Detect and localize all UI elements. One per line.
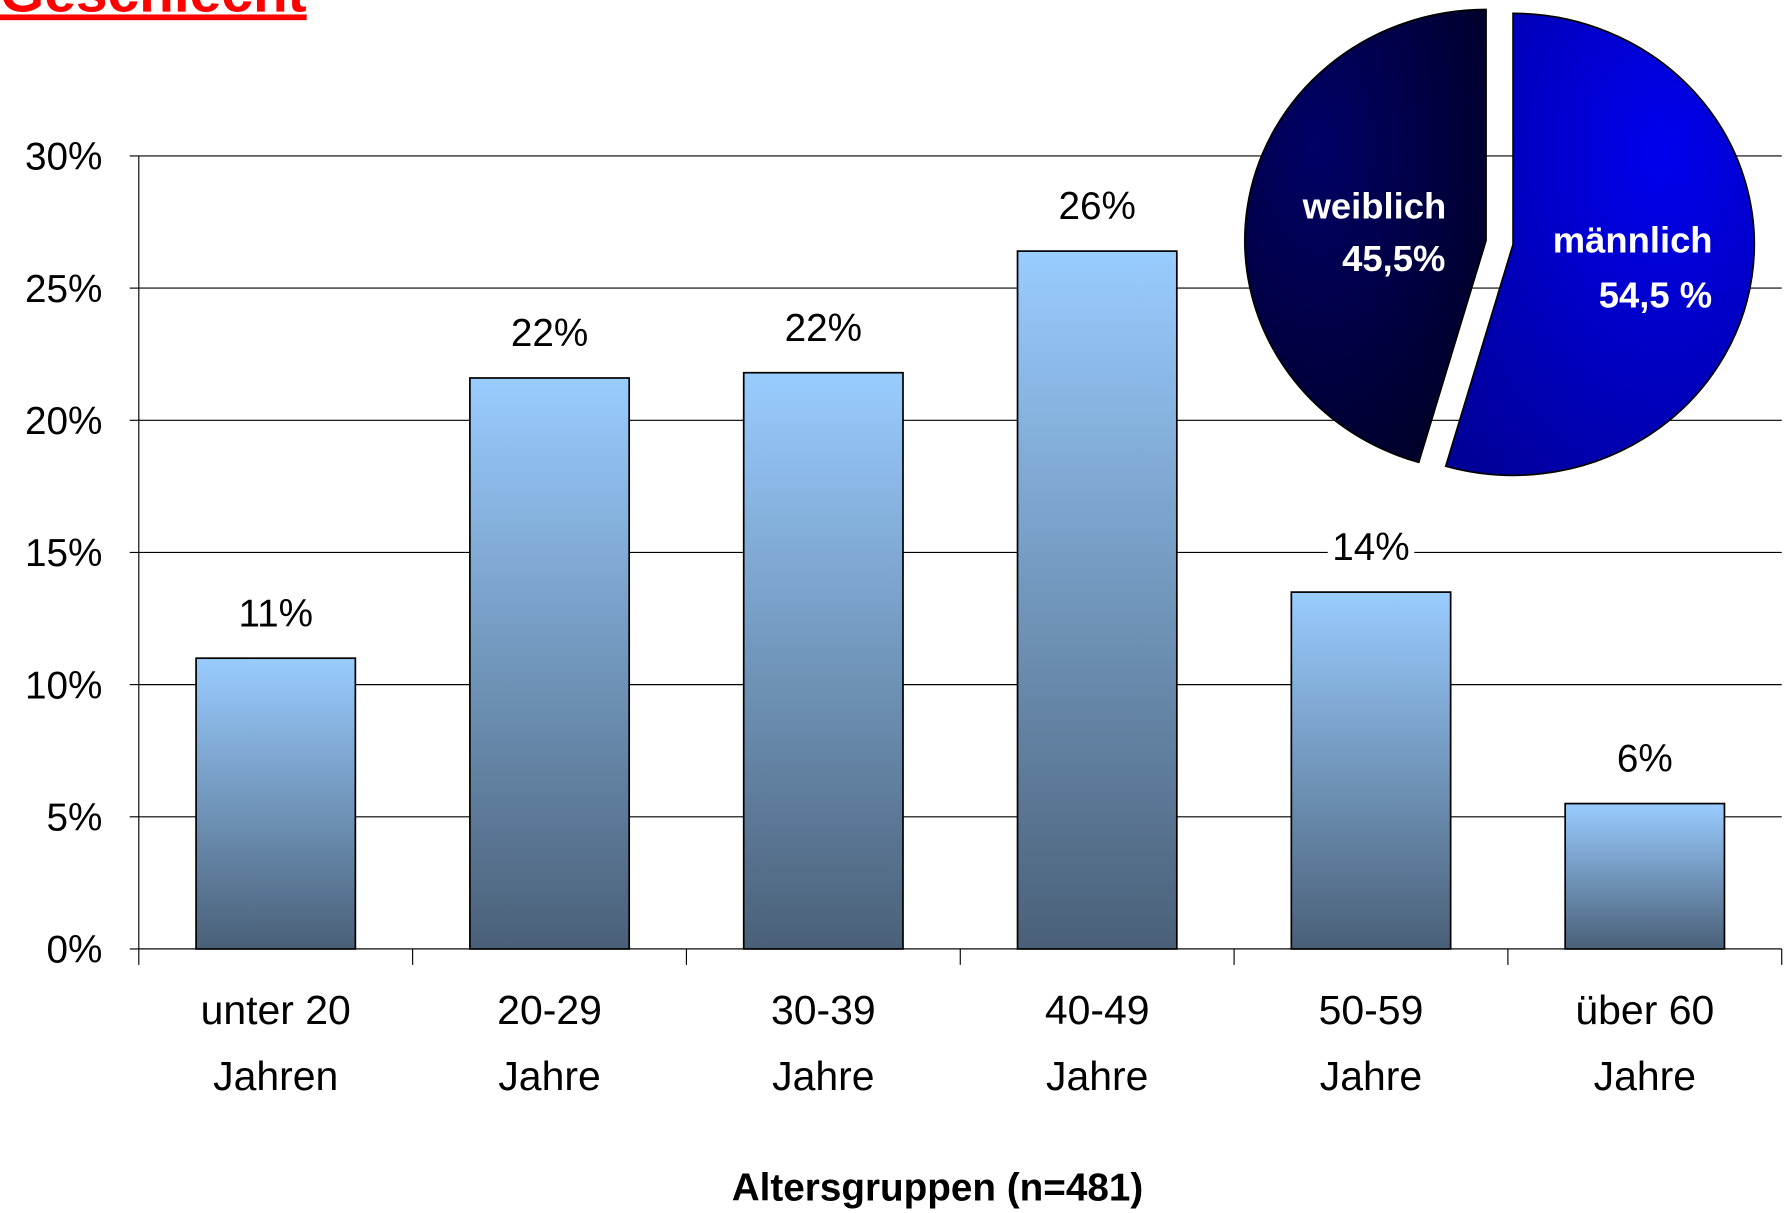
pie-value-label: 45,5% xyxy=(1342,238,1445,279)
y-tick-label: 5% xyxy=(46,796,102,839)
y-tick-label: 25% xyxy=(25,268,102,311)
page-title: Geschlecht xyxy=(0,0,307,24)
data-label-bg xyxy=(1053,185,1141,229)
bar xyxy=(195,657,357,950)
x-tick-label: unter 20 Jahren xyxy=(201,987,351,1099)
data-label: 6% xyxy=(1617,738,1673,781)
x-tick-label: 40-49 Jahre xyxy=(1045,987,1150,1099)
bar xyxy=(1564,802,1726,950)
bar xyxy=(742,371,904,950)
bar xyxy=(469,377,631,950)
data-label-bg xyxy=(1327,526,1415,570)
data-label-bg xyxy=(780,306,867,350)
x-tick-label: 20-29 Jahre xyxy=(497,987,602,1099)
x-tick-label: 30-39 Jahre xyxy=(771,987,876,1099)
data-label-bg xyxy=(233,592,318,636)
y-tick-label: 30% xyxy=(25,136,102,179)
bar xyxy=(1290,591,1452,950)
pie-slice xyxy=(1244,8,1487,464)
pie-label: männlich xyxy=(1553,220,1713,261)
data-label: 22% xyxy=(511,312,588,355)
y-tick-label: 10% xyxy=(25,664,102,707)
y-tick-label: 15% xyxy=(25,532,102,575)
y-tick-label: 0% xyxy=(46,929,102,972)
pie-value-label: 54,5 % xyxy=(1599,274,1712,315)
data-label-bg xyxy=(1612,737,1678,781)
bar xyxy=(1016,250,1178,950)
data-label-bg xyxy=(506,312,593,356)
data-label: 14% xyxy=(1332,526,1409,569)
y-tick-label: 20% xyxy=(25,400,102,443)
x-tick-label: 50-59 Jahre xyxy=(1319,987,1424,1099)
pie-label: weiblich xyxy=(1302,186,1447,227)
data-label: 26% xyxy=(1058,185,1135,228)
x-tick-label: über 60 Jahre xyxy=(1575,987,1714,1099)
x-axis-label: Altersgruppen (n=481) xyxy=(732,1166,1144,1209)
pie-slice xyxy=(1444,12,1756,477)
data-label: 22% xyxy=(785,307,862,350)
data-label: 11% xyxy=(238,592,313,635)
